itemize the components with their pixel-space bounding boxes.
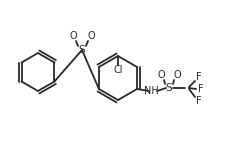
- Text: S: S: [166, 83, 172, 93]
- Text: F: F: [198, 84, 204, 94]
- Text: O: O: [173, 70, 181, 80]
- Text: O: O: [69, 31, 77, 41]
- Text: NH: NH: [144, 86, 158, 96]
- Text: F: F: [196, 96, 202, 106]
- Text: O: O: [87, 31, 95, 41]
- Text: Cl: Cl: [113, 65, 123, 75]
- Text: S: S: [79, 45, 85, 55]
- Text: F: F: [196, 72, 202, 82]
- Text: O: O: [157, 70, 165, 80]
